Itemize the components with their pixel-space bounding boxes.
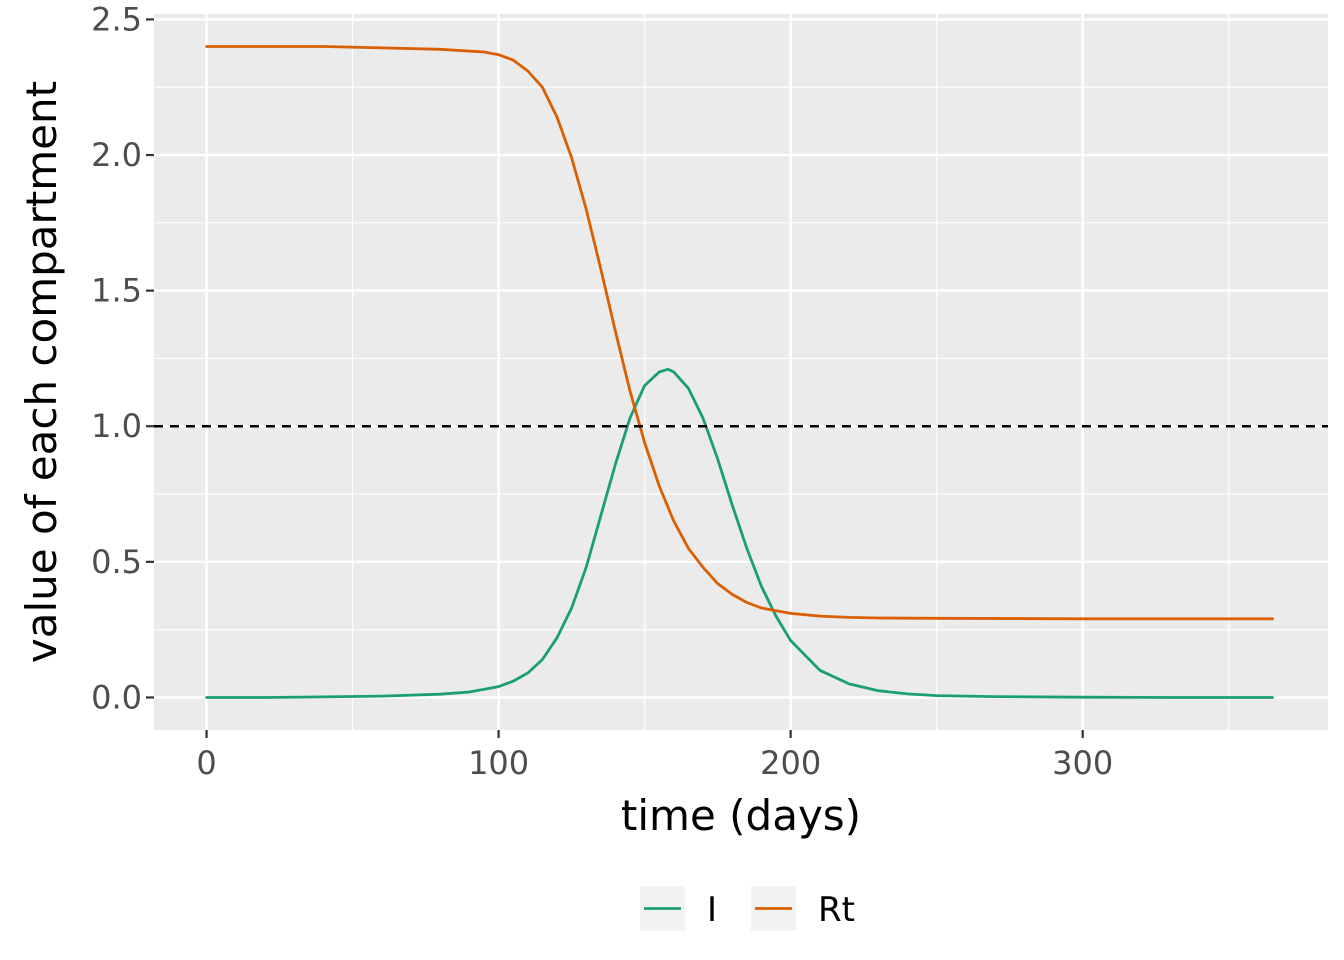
- x-axis-title: time (days): [621, 791, 861, 840]
- y-tick-label: 1.5: [91, 272, 142, 310]
- x-tick-label: 300: [1052, 744, 1113, 782]
- x-axis: 0 100 200 300: [196, 730, 1113, 782]
- y-tick-label: 0.0: [91, 678, 142, 716]
- y-tick-label: 2.5: [91, 0, 142, 38]
- y-axis-title: value of each compartment: [17, 81, 66, 663]
- x-tick-label: 0: [196, 744, 216, 782]
- legend-label-i: I: [707, 890, 717, 930]
- y-tick-label: 1.0: [91, 407, 142, 445]
- legend-label-rt: Rt: [818, 890, 855, 930]
- x-tick-label: 200: [760, 744, 821, 782]
- y-tick-label: 2.0: [91, 136, 142, 174]
- series-line-i: [205, 367, 1274, 699]
- y-tick-label: 0.5: [91, 543, 142, 581]
- grid-minor: [154, 14, 1328, 730]
- x-tick-label: 100: [468, 744, 529, 782]
- plot-panel: [154, 14, 1328, 730]
- series-layer: [205, 45, 1274, 699]
- y-axis: 0.0 0.5 1.0 1.5 2.0 2.5: [91, 0, 154, 716]
- legend: I Rt: [640, 886, 855, 931]
- series-line-rt: [205, 45, 1274, 621]
